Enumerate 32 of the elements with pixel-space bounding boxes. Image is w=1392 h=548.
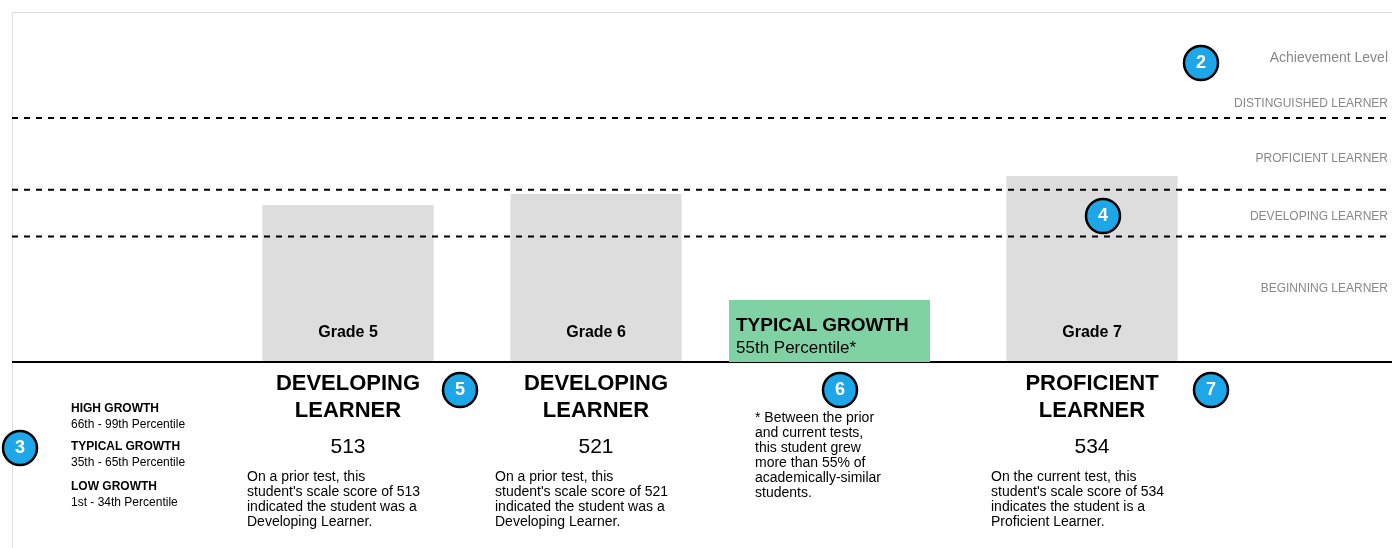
text: DEVELOPING LEARNER <box>523 370 669 422</box>
data-label: 521 <box>578 434 614 457</box>
text: Achievement Level <box>1269 49 1388 65</box>
text: 5 <box>454 379 466 399</box>
text: On a prior test, this student's scale score of 521 indicated the student was a Developing Learner. <box>495 468 669 529</box>
text: 7 <box>1205 379 1217 399</box>
text: On the current test, this student's scale score of 534 indicates the student is a Proficient Learner. <box>991 468 1165 529</box>
annotation: 2 <box>1195 52 1207 72</box>
text: On a prior test, this student's scale score of 513 indicated the student was a Developing Learner. <box>247 468 421 529</box>
text: DEVELOPING LEARNER <box>1249 209 1389 223</box>
text: 35th - 65th Percentile <box>71 455 186 469</box>
annotation: 4 <box>1097 205 1109 225</box>
text: PROFICIENT LEARNER <box>1255 151 1389 165</box>
text: TYPICAL GROWTH <box>71 439 181 453</box>
text: * Between the prior and current tests, this student grew more than 55% of academically-similar students. <box>755 409 882 500</box>
text: DISTINGUISHED LEARNER <box>1233 96 1389 110</box>
text: BEGINNING LEARNER <box>1260 281 1389 295</box>
text: PROFICIENT LEARNER <box>1025 370 1160 422</box>
text: 6 <box>834 379 846 399</box>
text: 66th - 99th Percentile <box>71 417 186 431</box>
text: HIGH GROWTH <box>71 401 159 415</box>
text: LOW GROWTH <box>71 479 157 493</box>
data-label: 513 <box>330 434 366 457</box>
annotation: TYPICAL GROWTH <box>736 314 909 335</box>
text: 1st - 34th Percentile <box>71 495 179 509</box>
text: 3 <box>14 437 26 457</box>
x-tick-label: Grade 7 <box>1062 323 1122 340</box>
data-label: 534 <box>1074 434 1110 457</box>
text: DEVELOPING LEARNER <box>275 370 421 422</box>
x-tick-label: Grade 5 <box>318 323 378 340</box>
x-tick-label: Grade 6 <box>566 323 626 340</box>
annotation: 55th Percentile* <box>736 338 857 357</box>
